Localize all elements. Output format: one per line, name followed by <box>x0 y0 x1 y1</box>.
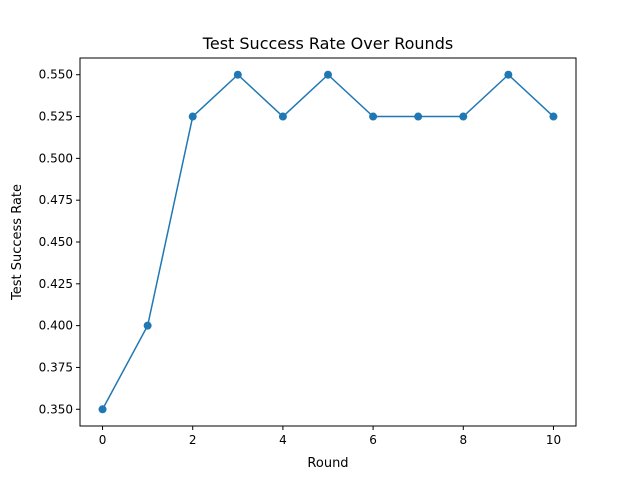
x-tick-label: 4 <box>279 433 287 447</box>
y-tick-label: 0.500 <box>39 151 73 165</box>
y-tick-label: 0.450 <box>39 235 73 249</box>
axis-ticks: 0 2 4 6 8 10 0.350 0.375 0.400 0.425 0.450 0.475 0.5… <box>39 68 561 447</box>
data-series <box>98 70 558 414</box>
y-axis-label: Test Success Rate <box>10 184 25 301</box>
x-tick-label: 2 <box>189 433 197 447</box>
x-tick-label: 8 <box>459 433 467 447</box>
y-tick-label: 0.400 <box>39 319 73 333</box>
x-tick-label: 6 <box>369 433 377 447</box>
data-point <box>414 112 423 121</box>
y-tick-label: 0.550 <box>39 68 73 82</box>
data-point <box>549 112 558 121</box>
data-point <box>143 321 152 330</box>
data-point <box>98 405 107 414</box>
x-axis-label: Round <box>307 456 348 471</box>
x-tick-label: 0 <box>99 433 107 447</box>
data-point <box>369 112 378 121</box>
y-tick-label: 0.525 <box>39 110 73 124</box>
data-point <box>233 70 242 79</box>
y-tick-label: 0.425 <box>39 277 73 291</box>
data-point <box>188 112 197 121</box>
data-point <box>504 70 513 79</box>
y-tick-label: 0.375 <box>39 360 73 374</box>
data-point <box>324 70 332 79</box>
y-tick-label: 0.475 <box>39 193 73 207</box>
chart-title: Test Success Rate Over Rounds <box>202 34 453 53</box>
data-point <box>278 112 287 121</box>
data-point <box>459 112 468 121</box>
x-tick-label: 10 <box>546 433 561 447</box>
y-tick-label: 0.350 <box>39 402 73 416</box>
plot-frame <box>79 57 577 427</box>
